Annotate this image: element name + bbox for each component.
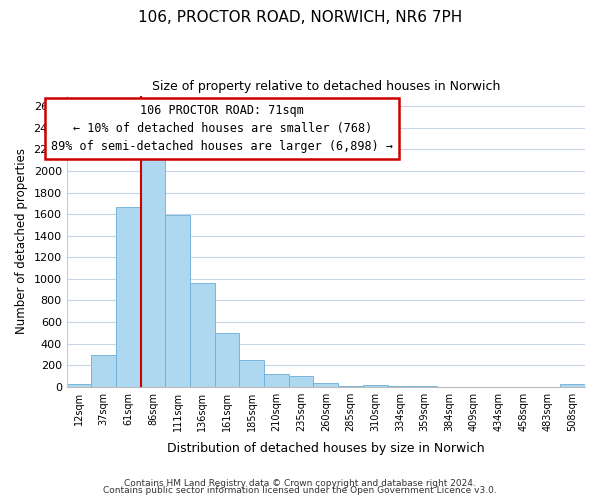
- Bar: [313, 384, 338, 386]
- Bar: [91, 356, 116, 386]
- Bar: [560, 384, 585, 386]
- Bar: [116, 206, 141, 386]
- Text: 106, PROCTOR ROAD, NORWICH, NR6 7PH: 106, PROCTOR ROAD, NORWICH, NR6 7PH: [138, 10, 462, 25]
- Bar: [67, 384, 91, 386]
- Title: Size of property relative to detached houses in Norwich: Size of property relative to detached ho…: [152, 80, 500, 93]
- Bar: [141, 157, 166, 386]
- X-axis label: Distribution of detached houses by size in Norwich: Distribution of detached houses by size …: [167, 442, 485, 455]
- Bar: [215, 332, 239, 386]
- Text: 106 PROCTOR ROAD: 71sqm
← 10% of detached houses are smaller (768)
89% of semi-d: 106 PROCTOR ROAD: 71sqm ← 10% of detache…: [51, 104, 393, 154]
- Y-axis label: Number of detached properties: Number of detached properties: [15, 148, 28, 334]
- Bar: [190, 283, 215, 387]
- Bar: [264, 374, 289, 386]
- Text: Contains public sector information licensed under the Open Government Licence v3: Contains public sector information licen…: [103, 486, 497, 495]
- Bar: [166, 215, 190, 386]
- Bar: [363, 385, 388, 386]
- Bar: [239, 360, 264, 386]
- Text: Contains HM Land Registry data © Crown copyright and database right 2024.: Contains HM Land Registry data © Crown c…: [124, 478, 476, 488]
- Bar: [289, 376, 313, 386]
